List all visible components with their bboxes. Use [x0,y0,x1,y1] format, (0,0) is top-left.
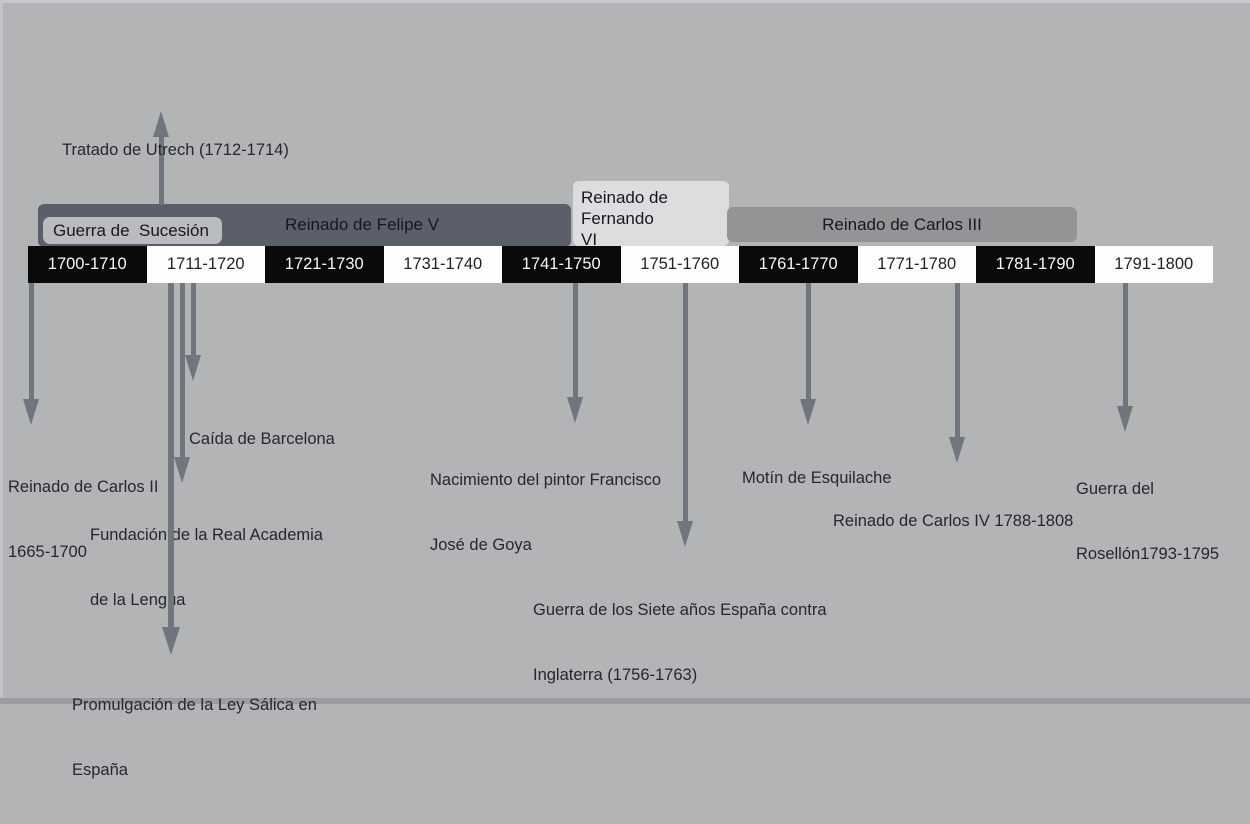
decade-cell-1731-1740: 1731-1740 [383,246,502,283]
arrow-stem [806,283,811,401]
arrow-stem [955,283,960,439]
arrow-stem [191,283,196,357]
event-label: Reinado de Carlos II 1665-1700 [8,434,158,606]
decade-cell-1751-1760: 1751-1760 [620,246,739,283]
arrow-stem [159,137,164,205]
arrow-down-icon [949,437,965,463]
event-label-line: Caída de Barcelona [189,430,335,448]
arrow-down-icon [185,355,201,381]
event-label-line: Guerra del [1076,480,1154,498]
reign-bar-carlos-iii: Reinado de Carlos III [727,207,1077,242]
event-label-line: Rosellón1793-1795 [1076,544,1220,563]
arrow-down-icon [162,627,180,655]
reign-box-guerra-sucesion: Guerra de Sucesión [43,217,222,244]
arrow-stem [29,283,34,401]
event-label-line: Reinado de Carlos IV 1788-1808 [833,512,1074,530]
event-label-line: Tratado de Utrech (1712-1714) [62,141,289,159]
canvas-left-edge [0,0,3,704]
event-label: Guerra del Rosellón1793-1795 [1076,436,1219,608]
event-label: Tratado de Utrech (1712-1714) [62,97,289,205]
event-label-line: Motín de Esquilache [742,469,892,487]
decade-cell-1761-1770: 1761-1770 [739,246,858,283]
decade-cell-1771-1780: 1771-1780 [857,246,976,283]
event-label-line: Nacimiento del pintor Francisco [430,471,662,489]
decade-cell-1781-1790: 1781-1790 [976,246,1095,283]
event-label-line: Fundación de la Real Academia [90,526,323,544]
reign-box-fernando-vi-label-line: VI [581,230,598,249]
reign-box-fernando-vi: Reinado de Fernando VI [573,181,729,249]
event-label-line: de la Lengua [90,590,186,609]
event-label-line: Reinado de Carlos II [8,478,159,496]
arrow-down-icon [23,399,39,425]
event-label-line: Inglaterra (1756-1763) [533,665,698,684]
event-label-line: Guerra de los Siete años España contra [533,601,827,619]
event-label: Fundación de la Real Academia de la Leng… [90,482,323,654]
arrow-up-icon [153,111,169,137]
canvas-bottom-edge [0,698,1250,704]
arrow-stem [573,283,578,399]
event-label: Motín de Esquilache [742,425,892,533]
event-label: Promulgación de la Ley Sálica en España [72,652,317,824]
reign-box-fernando-vi-label-line: Reinado de Fernando [581,188,668,228]
decade-cell-1791-1800: 1791-1800 [1094,246,1213,283]
decade-strip: 1700-1710 1711-1720 1721-1730 1731-1740 … [28,246,1213,283]
canvas-top-edge [0,0,1250,3]
reign-bar-felipe-v-label: Reinado de Felipe V [285,215,440,234]
arrow-stem [168,283,174,629]
arrow-down-icon [800,399,816,425]
event-label: Nacimiento del pintor Francisco José de … [430,427,661,599]
decade-cell-1741-1750: 1741-1750 [502,246,621,283]
event-label: Guerra de los Siete años España contra I… [533,557,827,729]
event-label: Reinado de Carlos IV 1788-1808 [833,468,1073,576]
event-label: Caída de Barcelona [189,386,335,494]
arrow-down-icon [567,397,583,423]
arrow-stem [180,283,185,459]
event-label-line: José de Goya [430,535,532,554]
event-label-line: Promulgación de la Ley Sálica en [72,696,317,714]
reign-bar-carlos-iii-label: Reinado de Carlos III [822,214,982,234]
decade-cell-1721-1730: 1721-1730 [265,246,384,283]
arrow-down-icon [1117,406,1133,432]
arrow-stem [1123,283,1128,408]
event-label-line: 1665-1700 [8,542,87,561]
arrow-down-icon [677,521,693,547]
arrow-stem [683,283,688,523]
reign-box-guerra-sucesion-label: Guerra de Sucesión [53,221,209,240]
decade-cell-1700-1710: 1700-1710 [28,246,147,283]
arrow-down-icon [174,457,190,483]
event-label-line: España [72,760,128,779]
decade-cell-1711-1720: 1711-1720 [146,246,265,283]
